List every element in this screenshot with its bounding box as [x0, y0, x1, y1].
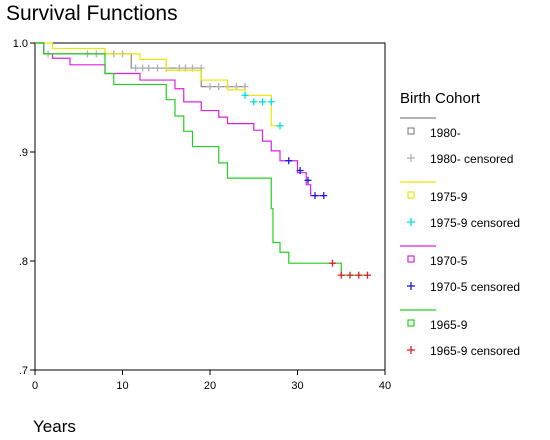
- survival-chart: 0 10 20 30 40 .7 .8 .9 1.0 Birth Cohort 1980- 1980…: [13, 38, 520, 392]
- censor-mark-1980: [132, 64, 140, 72]
- censor-mark-1975-9: [276, 122, 284, 130]
- y-tick-label: .7: [19, 365, 28, 377]
- chart-title: Survival Functions: [6, 2, 178, 25]
- censor-mark-1965-9: [346, 271, 354, 279]
- censor-mark-1980: [206, 83, 214, 91]
- censor-mark-1975-9: [259, 98, 266, 106]
- censor-mark-1980: [232, 83, 240, 91]
- legend-censor-marker-1980: [407, 154, 415, 162]
- axis-ticks: 0 10 20 30 40 .7 .8 .9 1.0: [13, 38, 391, 392]
- legend: Birth Cohort 1980- 1980- censored 1975-9 197…: [400, 90, 520, 358]
- legend-censor-label-1980: 1980- censored: [430, 152, 513, 166]
- censor-mark-1980: [241, 83, 249, 91]
- censor-mark-1975-9: [250, 98, 258, 106]
- censor-mark-1970-5: [320, 192, 328, 200]
- legend-square-marker-1965-9: [407, 319, 415, 327]
- x-axis-label: Years: [33, 417, 76, 436]
- legend-title: Birth Cohort: [400, 90, 481, 107]
- legend-square-marker-1970-5: [407, 255, 415, 263]
- series-line-1970-5: [35, 42, 324, 197]
- legend-square-marker-1975-9: [407, 191, 415, 199]
- legend-censor-marker-1965-9: [407, 346, 415, 354]
- censor-mark-1980: [215, 83, 223, 91]
- legend-label-1975-9: 1975-9: [430, 190, 468, 204]
- censor-mark-1975-9: [267, 98, 275, 106]
- x-tick-label: 0: [32, 380, 38, 392]
- legend-censor-label-1970-5: 1970-5 censored: [430, 280, 520, 294]
- censor-mark-1965-9: [329, 259, 336, 267]
- series-line-1975-9: [35, 42, 280, 127]
- legend-square-marker-1980: [407, 127, 415, 135]
- censor-mark-1980: [139, 64, 147, 72]
- legend-censor-label-1975-9: 1975-9 censored: [430, 216, 520, 230]
- censor-mark-1970-5: [296, 167, 304, 175]
- x-tick-label: 30: [291, 380, 303, 392]
- censor-mark-1980: [145, 64, 153, 72]
- x-tick-label: 10: [116, 380, 128, 392]
- legend-label-1980: 1980-: [430, 126, 461, 140]
- series-layer: [35, 42, 371, 279]
- y-tick-label: 1.0: [13, 38, 28, 50]
- censor-mark-1975-9: [241, 91, 249, 99]
- plot-area-frame: [34, 42, 386, 371]
- series-line-1965-9: [35, 42, 368, 276]
- legend-censor-marker-1975-9: [407, 218, 415, 226]
- legend-censor-marker-1970-5: [407, 282, 415, 290]
- legend-censor-label-1965-9: 1965-9 censored: [430, 344, 520, 358]
- censor-mark-1970-5: [285, 157, 293, 165]
- censor-mark-1965-9: [337, 271, 345, 279]
- censor-mark-1970-5: [311, 192, 319, 200]
- censor-mark-1970-5: [304, 176, 312, 184]
- y-tick-label: .8: [19, 256, 28, 268]
- legend-label-1970-5: 1970-5: [430, 254, 468, 268]
- censor-mark-1980: [154, 64, 161, 72]
- legend-label-1965-9: 1965-9: [430, 318, 468, 332]
- x-tick-label: 40: [379, 380, 391, 392]
- censor-mark-1965-9: [364, 271, 371, 279]
- y-tick-label: .9: [19, 147, 28, 159]
- x-tick-label: 20: [204, 380, 216, 392]
- censor-mark-1965-9: [355, 271, 363, 279]
